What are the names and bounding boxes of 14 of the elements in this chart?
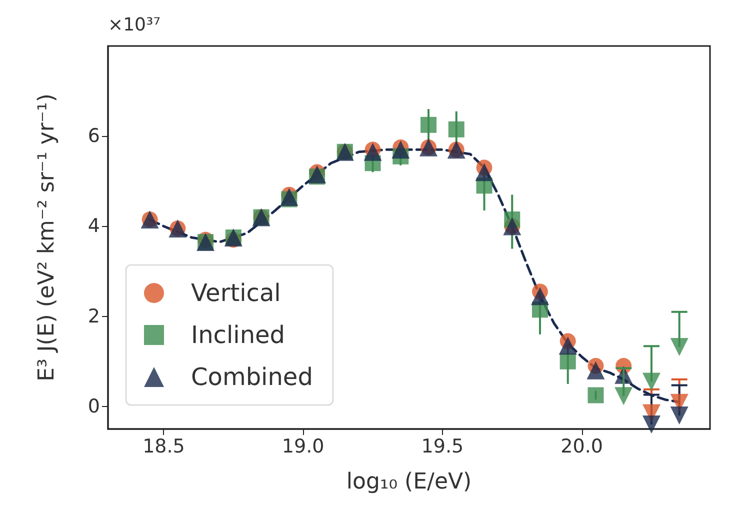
legend-label: Vertical	[191, 279, 281, 307]
y-axis-title: E³ J(E) (eV² km⁻² sr⁻¹ yr⁻¹)	[34, 94, 60, 382]
x-tick-label: 20.0	[560, 436, 603, 458]
y-tick-label: 2	[88, 305, 100, 328]
y-tick-label: 0	[88, 395, 100, 418]
text: ×10³⁷	[108, 14, 160, 36]
x-tick-label: 19.0	[282, 436, 324, 458]
legend-label: Combined	[191, 363, 313, 391]
x-axis-title: log₁₀ (E/eV)	[346, 470, 472, 494]
x-tick-label: 19.5	[421, 436, 464, 458]
y-tick-label: 6	[88, 125, 100, 148]
x-tick-label: 18.5	[142, 436, 185, 458]
legend-label: Inclined	[191, 321, 286, 349]
y-tick-label: 4	[88, 215, 100, 238]
